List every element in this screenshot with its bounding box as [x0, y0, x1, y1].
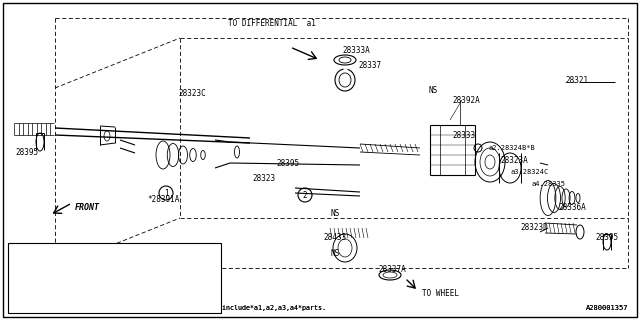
Text: TO WHEEL: TO WHEEL	[422, 289, 459, 298]
Text: S.25I#,DBK,6MT: S.25I#,DBK,6MT	[102, 249, 163, 255]
Text: a3.28324C: a3.28324C	[510, 169, 548, 175]
Text: 28323A: 28323A	[500, 156, 528, 164]
Text: A280001357: A280001357	[586, 305, 628, 311]
Text: S.36R#,DBK,CVT: S.36R#,DBK,CVT	[102, 266, 163, 272]
Text: 28395: 28395	[276, 158, 299, 167]
Text: NS: NS	[428, 85, 437, 94]
Text: 28324B*A: 28324B*A	[30, 284, 65, 290]
Text: 28337: 28337	[358, 60, 381, 69]
Text: 28395: 28395	[15, 148, 38, 156]
Text: *28391A does include*a1,a2,a3,a4*parts.: *28391A does include*a1,a2,a3,a4*parts.	[170, 305, 326, 311]
Text: 28323C: 28323C	[178, 89, 205, 98]
Text: A280001357: A280001357	[586, 305, 628, 311]
Text: TO DIFFERENTIAL  a1: TO DIFFERENTIAL a1	[228, 19, 316, 28]
Text: FRONT: FRONT	[75, 203, 100, 212]
Text: 2: 2	[16, 291, 20, 300]
Text: 28324A: 28324A	[30, 266, 56, 272]
Text: S.36R#,DBK,CVT: S.36R#,DBK,CVT	[102, 301, 163, 307]
Text: *28391A does include*a1,a2,a3,a4*parts.: *28391A does include*a1,a2,a3,a4*parts.	[170, 305, 326, 311]
Text: 1: 1	[164, 188, 168, 197]
Text: 28336A: 28336A	[558, 204, 586, 212]
Text: 28324: 28324	[30, 301, 52, 307]
Text: 28392A: 28392A	[452, 95, 480, 105]
Text: 28333: 28333	[452, 131, 475, 140]
Text: 28333A: 28333A	[342, 45, 370, 54]
Text: 1: 1	[16, 256, 20, 265]
Text: 28323D: 28323D	[520, 223, 548, 233]
Text: *28391A: *28391A	[147, 196, 179, 204]
Text: S.25I#,DBK,6MT: S.25I#,DBK,6MT	[102, 284, 163, 290]
Text: NS: NS	[330, 209, 339, 218]
Text: 2: 2	[303, 190, 307, 199]
Text: a4.28335: a4.28335	[532, 181, 566, 187]
Text: 28323: 28323	[252, 173, 275, 182]
Text: 28324C: 28324C	[30, 249, 56, 255]
Text: 28337A: 28337A	[378, 266, 406, 275]
Text: 28395: 28395	[595, 234, 618, 243]
Text: NS: NS	[330, 249, 339, 258]
Bar	[8, 243, 221, 313]
Text: 28433: 28433	[323, 234, 346, 243]
Text: 28321: 28321	[565, 76, 588, 84]
Text: a2.28324B*B: a2.28324B*B	[488, 145, 535, 151]
